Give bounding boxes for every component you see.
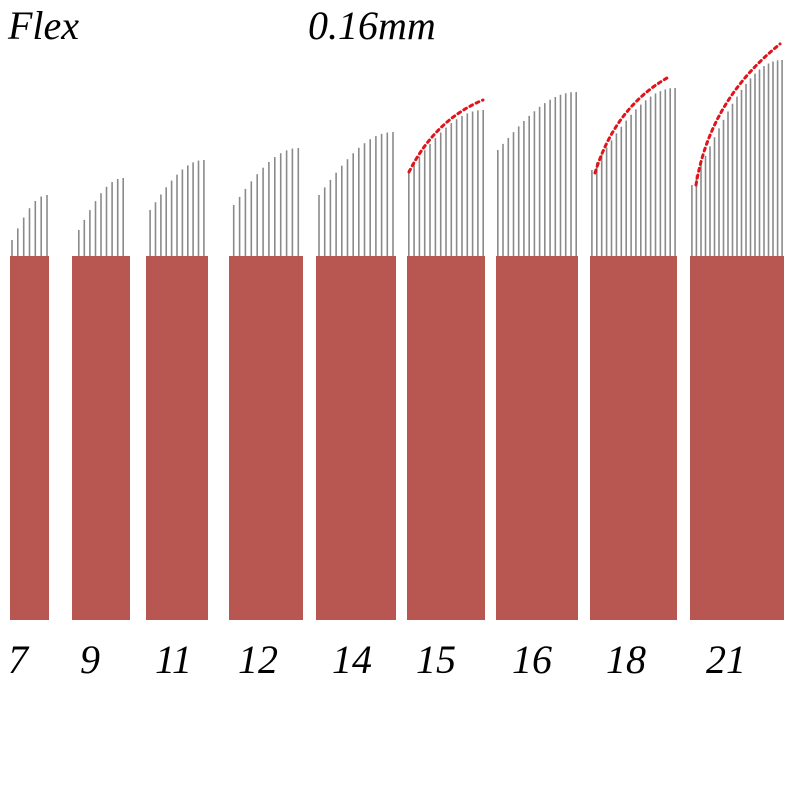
pin-count-label: 11 [155, 637, 193, 682]
blade-7 [10, 195, 49, 620]
blade-15 [407, 98, 485, 620]
blade-body [229, 256, 303, 620]
blade-body [316, 256, 396, 620]
blade-body [496, 256, 578, 620]
pin-count-label: 9 [80, 637, 100, 682]
pin-count-label: 16 [512, 637, 552, 682]
product-type-label: Flex [8, 3, 80, 48]
pin-count-label: 12 [238, 637, 278, 682]
tip-curve-highlight [407, 98, 485, 174]
tip-curve-highlight [694, 42, 782, 187]
pin-count-label: 18 [606, 637, 646, 682]
pin-count-label: 7 [8, 637, 28, 682]
blade-9 [72, 178, 130, 620]
blade-18 [590, 76, 677, 620]
blade-12 [229, 148, 303, 620]
blade-body [590, 256, 677, 620]
blade-16 [496, 92, 578, 620]
blade-body [146, 256, 208, 620]
blade-11 [146, 160, 208, 620]
blade-body [407, 256, 485, 620]
blade-14 [316, 132, 396, 620]
pin-count-label: 14 [332, 637, 372, 682]
blade-body [10, 256, 49, 620]
blade-21 [690, 42, 784, 620]
blade-body [72, 256, 130, 620]
tip-curve-highlight [593, 76, 669, 175]
blade-body [690, 256, 784, 620]
pin-count-label: 15 [416, 637, 456, 682]
needle-size-label: 0.16mm [308, 3, 436, 48]
pin-count-label: 21 [706, 637, 746, 682]
